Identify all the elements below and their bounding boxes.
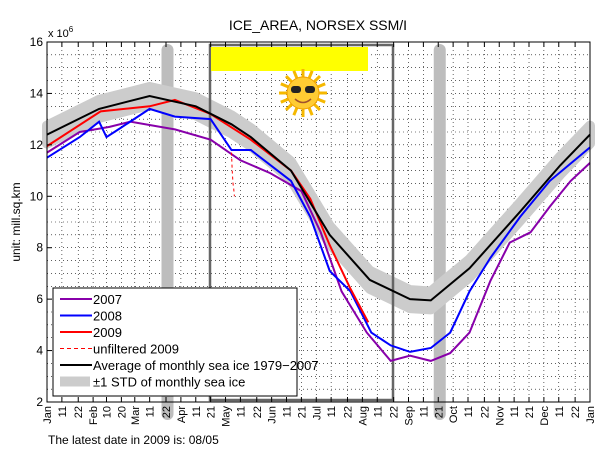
x-tick-label: Aug bbox=[357, 406, 369, 426]
x-tick-label: 11 bbox=[57, 406, 69, 417]
series-line-average bbox=[46, 94, 591, 302]
y-tick-label: 8 bbox=[36, 241, 43, 255]
y-tick-label: 6 bbox=[36, 292, 43, 306]
x-tick-label: May bbox=[221, 406, 233, 427]
x-tick-label: Dec bbox=[539, 406, 551, 426]
x-tick-label: 11 bbox=[463, 406, 475, 417]
x-tick-label: 11 bbox=[509, 406, 521, 417]
y-tick-label: 4 bbox=[36, 344, 43, 358]
sun-ray bbox=[307, 70, 314, 79]
x-tick-label: 21 bbox=[296, 406, 308, 418]
x-tick-label: 11 bbox=[235, 406, 247, 417]
x-tick-label: 11 bbox=[282, 406, 294, 417]
legend-label: 2007 bbox=[93, 292, 122, 307]
yellow-banner bbox=[211, 47, 368, 71]
x-tick-label: Oct bbox=[448, 406, 460, 423]
legend-label: 2009 bbox=[93, 325, 122, 340]
x-tick-label: Jan bbox=[42, 406, 54, 424]
sun-icon bbox=[279, 69, 327, 117]
x-tick-label: 21 bbox=[433, 406, 445, 418]
sunglasses-lens bbox=[291, 86, 301, 93]
x-tick-label: 11 bbox=[191, 406, 203, 417]
x-tick-label: 11 bbox=[418, 406, 430, 417]
series-line-2007 bbox=[46, 120, 591, 363]
sun-ray bbox=[284, 103, 293, 112]
legend-label: unfiltered 2009 bbox=[93, 342, 179, 357]
plot-frame bbox=[46, 41, 591, 403]
x-tick-label: 22 bbox=[252, 406, 264, 418]
series-line-unfiltered bbox=[231, 152, 235, 197]
y-tick-label: 2 bbox=[36, 395, 43, 409]
sun-smile bbox=[294, 98, 312, 104]
sun-ray bbox=[313, 103, 322, 112]
legend-label: Average of monthly sea ice 1979−2007 bbox=[93, 358, 319, 373]
series-line-2009 bbox=[46, 98, 370, 323]
x-tick-label: 22 bbox=[479, 406, 491, 418]
sun-ray bbox=[280, 97, 289, 104]
x-tick-label: 22 bbox=[161, 406, 173, 418]
x-tick-label: 22 bbox=[343, 406, 355, 418]
x-tick-label: 22 bbox=[570, 406, 582, 418]
sun-ray bbox=[292, 107, 299, 116]
x-tick-label: Feb bbox=[88, 406, 100, 425]
sun-ray bbox=[284, 74, 293, 83]
y-tick-label: 14 bbox=[30, 86, 44, 100]
x-tick-label: 21 bbox=[524, 406, 536, 418]
sun-ray bbox=[317, 97, 326, 104]
x-tick-label: Jan bbox=[585, 406, 597, 424]
legend-label: ±1 STD of monthly sea ice bbox=[93, 375, 245, 390]
sun-ray bbox=[313, 74, 322, 83]
sun-ray bbox=[292, 70, 299, 79]
sun-ray bbox=[280, 82, 289, 89]
legend-label: 2008 bbox=[93, 309, 122, 324]
x-tick-label: 22 bbox=[73, 406, 85, 418]
sun-ray bbox=[307, 107, 314, 116]
x-tick-label: 10 bbox=[102, 406, 114, 418]
x-tick-label: 11 bbox=[326, 406, 338, 417]
x-tick-label: 11 bbox=[372, 406, 384, 417]
x-tick-label: Sep bbox=[404, 406, 416, 426]
sunglasses-lens bbox=[305, 86, 315, 93]
y-tick-label: 12 bbox=[30, 138, 44, 152]
x-tick-label: 11 bbox=[554, 406, 566, 417]
y-tick-label: 10 bbox=[30, 189, 44, 203]
sun-face bbox=[286, 76, 320, 110]
series-line-2008 bbox=[46, 107, 591, 353]
x-tick-label: 11 bbox=[145, 406, 157, 417]
x-tick-label: Jun bbox=[267, 406, 279, 424]
y-axis-label: unit: mill.sq.km bbox=[9, 182, 23, 261]
chart-title: ICE_AREA, NORSEX SSM/I bbox=[229, 17, 407, 33]
x-tick-label: 22 bbox=[389, 406, 401, 418]
y-tick-label: 16 bbox=[30, 35, 44, 49]
x-tick-label: Jul bbox=[311, 406, 323, 420]
x-tick-label: Apr bbox=[176, 406, 188, 423]
x-tick-label: 21 bbox=[206, 406, 218, 418]
x-tick-label: Mar bbox=[130, 406, 142, 425]
x-tick-label: Nov bbox=[494, 406, 506, 426]
legend-swatch bbox=[60, 376, 90, 387]
latest-date-annotation: The latest date in 2009 is: 08/05 bbox=[48, 433, 219, 447]
sun-ray bbox=[317, 82, 326, 89]
x-tick-label: 20 bbox=[116, 406, 128, 418]
y-multiplier: x 106 bbox=[48, 25, 74, 40]
legend-box bbox=[52, 287, 298, 397]
